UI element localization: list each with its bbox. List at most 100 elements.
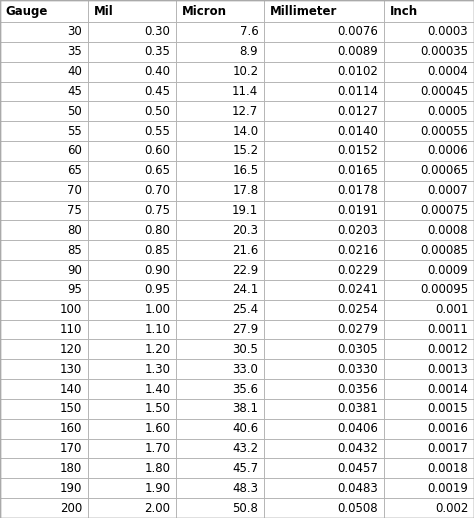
- Text: Inch: Inch: [390, 5, 418, 18]
- Text: 27.9: 27.9: [232, 323, 258, 336]
- Bar: [88, 359, 176, 379]
- Bar: [88, 260, 176, 280]
- Text: 0.0127: 0.0127: [337, 105, 378, 118]
- Bar: [384, 0, 474, 22]
- Bar: [0, 102, 88, 121]
- Text: 1.90: 1.90: [144, 482, 170, 495]
- Text: 0.0019: 0.0019: [428, 482, 468, 495]
- Text: 0.95: 0.95: [144, 283, 170, 296]
- Bar: [0, 399, 88, 419]
- Text: 55: 55: [68, 125, 82, 138]
- Text: 50: 50: [68, 105, 82, 118]
- Text: 0.0254: 0.0254: [337, 303, 378, 316]
- Text: 0.0432: 0.0432: [337, 442, 378, 455]
- Bar: [264, 458, 384, 478]
- Text: 170: 170: [60, 442, 82, 455]
- Bar: [384, 220, 474, 240]
- Bar: [264, 359, 384, 379]
- Text: 0.00035: 0.00035: [420, 45, 468, 58]
- Bar: [384, 478, 474, 498]
- Text: 43.2: 43.2: [232, 442, 258, 455]
- Bar: [264, 320, 384, 339]
- Bar: [88, 42, 176, 62]
- Text: 0.00095: 0.00095: [420, 283, 468, 296]
- Text: 24.1: 24.1: [232, 283, 258, 296]
- Text: 0.80: 0.80: [145, 224, 170, 237]
- Text: 0.001: 0.001: [435, 303, 468, 316]
- Bar: [0, 240, 88, 260]
- Bar: [176, 498, 264, 518]
- Bar: [176, 280, 264, 300]
- Bar: [384, 379, 474, 399]
- Bar: [88, 0, 176, 22]
- Text: 0.0003: 0.0003: [428, 25, 468, 38]
- Bar: [384, 200, 474, 220]
- Text: 40.6: 40.6: [232, 422, 258, 435]
- Bar: [264, 81, 384, 102]
- Text: 0.35: 0.35: [145, 45, 170, 58]
- Bar: [0, 320, 88, 339]
- Text: 0.0203: 0.0203: [337, 224, 378, 237]
- Bar: [88, 320, 176, 339]
- Bar: [384, 419, 474, 439]
- Text: 0.0017: 0.0017: [428, 442, 468, 455]
- Text: 10.2: 10.2: [232, 65, 258, 78]
- Bar: [384, 439, 474, 458]
- Text: 1.50: 1.50: [144, 402, 170, 415]
- Bar: [176, 419, 264, 439]
- Text: 0.0013: 0.0013: [428, 363, 468, 376]
- Text: 16.5: 16.5: [232, 164, 258, 177]
- Text: 0.0089: 0.0089: [337, 45, 378, 58]
- Text: 1.80: 1.80: [144, 462, 170, 475]
- Bar: [176, 121, 264, 141]
- Text: 11.4: 11.4: [232, 85, 258, 98]
- Bar: [0, 0, 88, 22]
- Bar: [384, 81, 474, 102]
- Text: 0.0008: 0.0008: [428, 224, 468, 237]
- Text: 0.002: 0.002: [435, 501, 468, 514]
- Bar: [176, 339, 264, 359]
- Bar: [88, 161, 176, 181]
- Bar: [384, 359, 474, 379]
- Text: 0.0178: 0.0178: [337, 184, 378, 197]
- Bar: [0, 280, 88, 300]
- Text: Mil: Mil: [94, 5, 113, 18]
- Text: 0.0241: 0.0241: [337, 283, 378, 296]
- Bar: [0, 62, 88, 81]
- Text: 1.60: 1.60: [144, 422, 170, 435]
- Bar: [264, 220, 384, 240]
- Bar: [264, 419, 384, 439]
- Text: 85: 85: [68, 243, 82, 256]
- Text: 1.10: 1.10: [144, 323, 170, 336]
- Text: Gauge: Gauge: [6, 5, 48, 18]
- Text: 40: 40: [67, 65, 82, 78]
- Text: 75: 75: [67, 204, 82, 217]
- Text: 0.0011: 0.0011: [428, 323, 468, 336]
- Bar: [384, 240, 474, 260]
- Bar: [88, 102, 176, 121]
- Text: 120: 120: [60, 343, 82, 356]
- Bar: [88, 220, 176, 240]
- Bar: [384, 22, 474, 42]
- Bar: [88, 339, 176, 359]
- Bar: [384, 62, 474, 81]
- Text: 0.70: 0.70: [144, 184, 170, 197]
- Text: 0.0406: 0.0406: [337, 422, 378, 435]
- Text: 2.00: 2.00: [144, 501, 170, 514]
- Text: 1.00: 1.00: [144, 303, 170, 316]
- Bar: [0, 419, 88, 439]
- Bar: [264, 498, 384, 518]
- Bar: [264, 102, 384, 121]
- Bar: [264, 478, 384, 498]
- Text: 0.0483: 0.0483: [337, 482, 378, 495]
- Bar: [176, 161, 264, 181]
- Text: 0.0076: 0.0076: [337, 25, 378, 38]
- Text: 0.0330: 0.0330: [337, 363, 378, 376]
- Bar: [176, 102, 264, 121]
- Bar: [176, 181, 264, 200]
- Text: 0.0007: 0.0007: [428, 184, 468, 197]
- Text: 160: 160: [60, 422, 82, 435]
- Text: 0.0114: 0.0114: [337, 85, 378, 98]
- Text: 0.0216: 0.0216: [337, 243, 378, 256]
- Text: 1.30: 1.30: [144, 363, 170, 376]
